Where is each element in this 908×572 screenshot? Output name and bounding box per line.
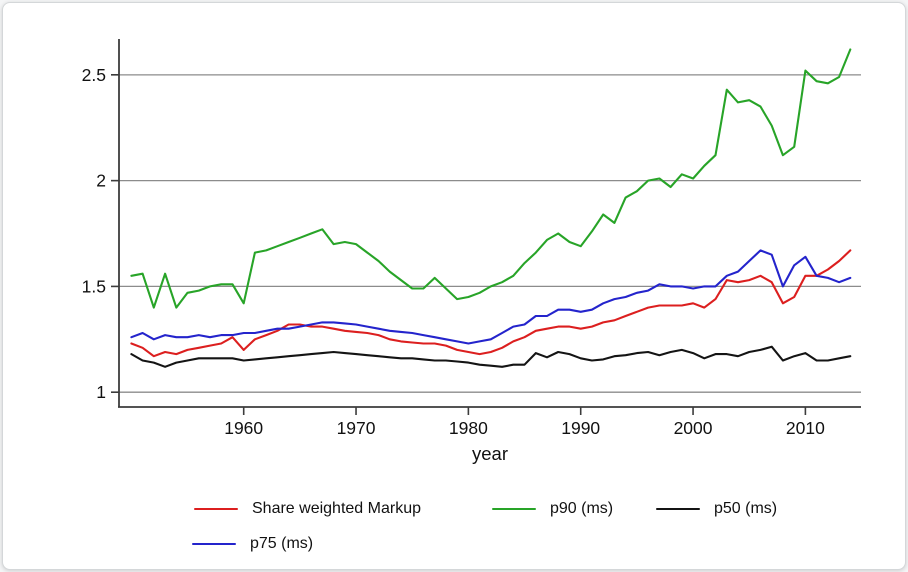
- legend-key-green-line: [492, 507, 536, 511]
- legend-item-p90: p90 (ms): [492, 500, 613, 518]
- legend-item-p50: p50 (ms): [656, 500, 777, 518]
- legend-key-black-line: [656, 507, 700, 511]
- series-line-p90-ms: [130, 48, 852, 309]
- series-line-p75-ms: [130, 249, 852, 345]
- series-layer: [130, 48, 852, 368]
- x-tick-label: 1980: [449, 418, 488, 438]
- legend-key-blue-line: [192, 542, 236, 546]
- legend-item-p75: p75 (ms): [192, 535, 313, 553]
- x-axis-title: year: [472, 443, 508, 464]
- x-tick-label: 2010: [786, 418, 825, 438]
- x-tick-label: 2000: [674, 418, 713, 438]
- gridlines-layer: [119, 74, 861, 393]
- legend-item-share-weighted-markup: Share weighted Markup: [194, 500, 421, 518]
- y-tick-label: 1.5: [82, 276, 106, 296]
- legend-label: Share weighted Markup: [252, 500, 421, 517]
- x-tick-label: 1970: [337, 418, 376, 438]
- legend-label: p50 (ms): [714, 500, 778, 517]
- series-line-share-weighted-markup: [130, 249, 852, 358]
- series-line-p50-ms: [130, 345, 852, 368]
- axes-layer: 1 1.5 2 2.5 1960 1970 1980 1990 2000 2010: [82, 39, 861, 438]
- y-tick-label: 2.5: [82, 65, 106, 85]
- legend-label: p90 (ms): [550, 500, 614, 517]
- y-tick-label: 2: [96, 171, 106, 191]
- y-tick-label: 1: [96, 382, 106, 402]
- legend-key-red-line: [194, 507, 238, 511]
- legend-label: p75 (ms): [250, 535, 314, 552]
- x-tick-label: 1960: [224, 418, 263, 438]
- x-tick-label: 1990: [561, 418, 600, 438]
